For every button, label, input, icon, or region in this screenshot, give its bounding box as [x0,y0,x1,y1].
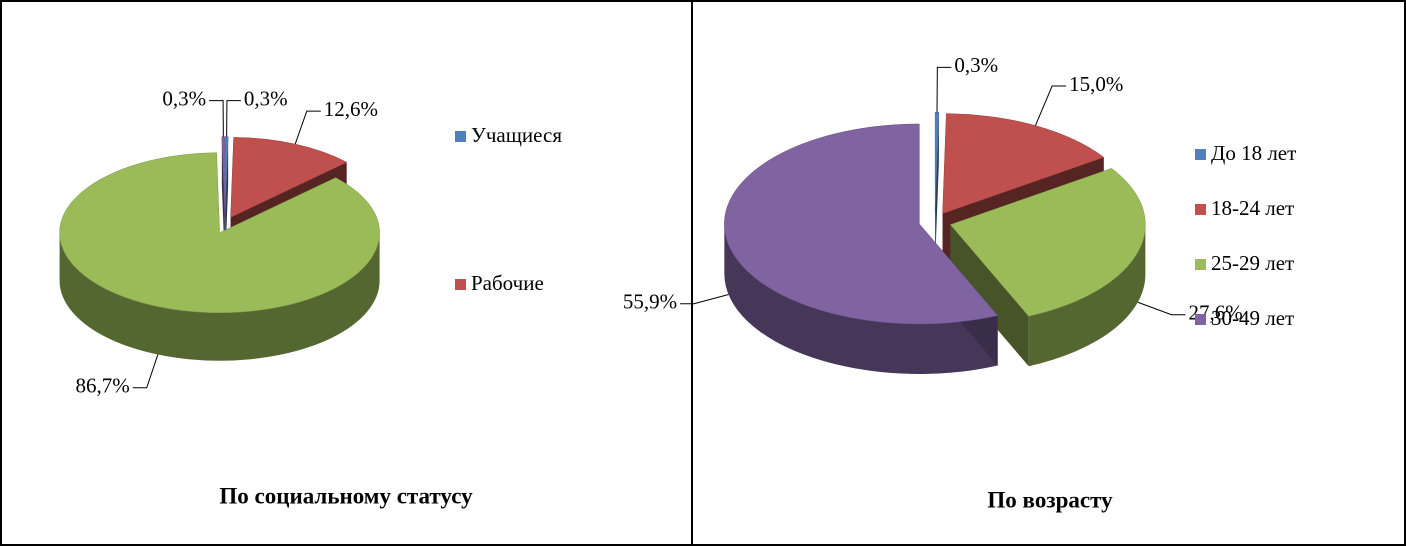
legend-swatch [455,279,466,290]
slice [224,136,229,217]
data-label: 55,9% [623,290,677,314]
leader-line [1137,301,1186,316]
legend-label: До 18 лет [1211,141,1296,165]
slice [724,123,999,325]
chart-title: По социальному статусу [219,483,473,508]
leader-line [680,294,729,305]
data-label: 0,3% [954,53,998,77]
slice [230,137,348,218]
slice [59,152,380,313]
data-label: 86,7% [75,374,129,398]
slice-face [950,224,1029,367]
data-label: 0,3% [244,86,288,110]
data-label: 12,6% [324,97,378,121]
legend-label: Учащиеся [471,123,562,147]
leader-line [936,66,952,113]
leader-line [132,354,159,389]
slice-side [724,223,998,374]
data-label: 0,3% [162,86,206,110]
leader-line [226,100,241,137]
leader-line [1034,85,1067,126]
slice [221,136,226,217]
chart-title: По возрасту [987,487,1113,512]
legend-label: 30-49 лет [1211,306,1294,330]
slice-face [935,112,939,263]
legend-swatch [1195,149,1206,160]
slice-side [59,232,380,361]
legend-label: 18-24 лет [1211,196,1294,220]
legend-label: 25-29 лет [1211,251,1294,275]
legend-swatch [1195,314,1206,325]
legend-swatch [1195,204,1206,215]
legend-label: Рабочие [471,271,544,295]
legend-swatch [1195,259,1206,270]
legend-swatch [455,131,466,142]
slice-side [1028,224,1146,367]
data-label: 15,0% [1069,72,1123,96]
leader-line [209,100,224,137]
slice [949,168,1146,317]
leader-line [294,110,321,145]
